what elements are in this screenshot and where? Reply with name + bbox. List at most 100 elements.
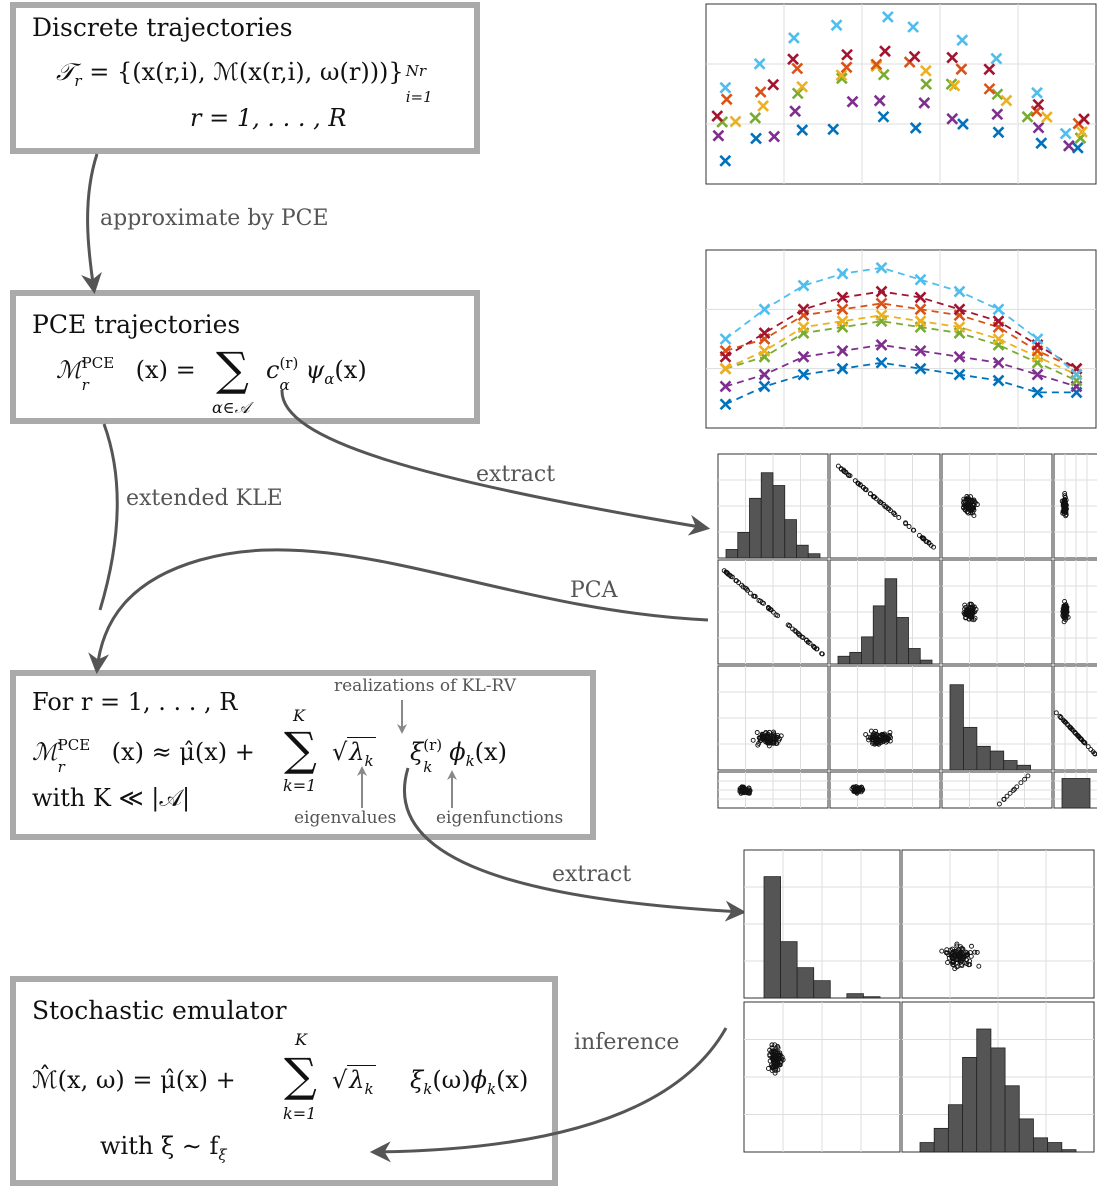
scatter-point — [779, 1054, 785, 1060]
data-point — [1070, 368, 1083, 381]
scatter-point — [996, 801, 1002, 807]
scatter-point — [965, 951, 971, 957]
data-point — [767, 78, 780, 91]
point-stroke — [753, 57, 766, 70]
kle-sum-upper: K — [293, 706, 305, 725]
series-line — [725, 290, 1077, 370]
point-stroke — [768, 130, 781, 143]
scatter-point — [886, 506, 892, 512]
scatter-point — [769, 1042, 775, 1048]
point-stroke — [754, 86, 767, 98]
data-point — [1000, 94, 1013, 107]
histogram-bar — [760, 472, 774, 559]
series-line — [725, 344, 1077, 388]
scatter-point — [1063, 617, 1068, 623]
scatter-point — [851, 787, 857, 792]
emulator-box — [10, 976, 558, 1186]
point-stroke — [983, 63, 996, 76]
point-stroke — [1071, 141, 1084, 154]
scatter-point — [952, 966, 958, 972]
point-stroke — [750, 132, 762, 145]
pce-coefficient-scatter-matrix — [717, 453, 1097, 809]
kle-box — [10, 670, 596, 840]
data-point — [791, 62, 804, 75]
scatter-point — [819, 651, 825, 657]
data-point — [920, 78, 933, 91]
scatter-point — [1069, 726, 1075, 732]
scatter-point — [814, 646, 820, 652]
point-stroke — [870, 58, 883, 71]
point-stroke — [749, 112, 762, 124]
kle-sum-lower: k=1 — [283, 776, 317, 795]
emulator-title: Stochastic emulator — [32, 996, 287, 1025]
point-stroke — [1031, 386, 1044, 399]
point-stroke — [1076, 126, 1088, 138]
scatter-point — [961, 502, 967, 508]
point-stroke — [1078, 113, 1090, 125]
histogram-bar — [849, 651, 862, 665]
data-point — [797, 321, 810, 334]
scatter-point — [1088, 747, 1094, 752]
point-stroke — [873, 94, 886, 107]
scatter-point — [767, 1052, 773, 1058]
kle-with-line: with K ≪ |𝒜| — [32, 784, 191, 812]
trajectory-set-symbol: 𝒯 — [56, 58, 75, 86]
data-point — [991, 88, 1004, 101]
point-stroke — [914, 344, 927, 357]
scatter-point — [856, 786, 862, 792]
kl-rv-scatter-matrix — [743, 849, 1095, 1153]
data-point — [907, 21, 920, 33]
scatter-point — [871, 493, 876, 499]
scatter-point — [968, 611, 974, 617]
chart-frame — [705, 3, 1097, 185]
scatter-point — [1061, 610, 1067, 616]
histogram-bar — [872, 605, 886, 665]
data-point — [919, 64, 932, 77]
point-stroke — [881, 10, 894, 23]
point-stroke — [992, 333, 1005, 345]
point-stroke — [758, 303, 771, 316]
series-line — [725, 314, 1077, 376]
discrete-trajectories-equation: 𝒯r = {(x(r,i), ℳ(x(r,i), ω(r)))} Nr i=1 — [56, 58, 433, 106]
scatter-point — [970, 605, 976, 611]
point-stroke — [914, 315, 927, 328]
scatter-point — [775, 1053, 781, 1059]
data-point — [835, 72, 848, 85]
point-stroke — [1059, 127, 1072, 140]
data-point — [719, 333, 732, 345]
scatter-point — [974, 949, 980, 955]
scatter-point — [767, 737, 773, 743]
scatter-point — [743, 585, 748, 591]
scatter-point — [776, 737, 782, 743]
data-point — [875, 297, 888, 310]
histogram-bar — [989, 750, 1005, 771]
scatter-point — [767, 1047, 773, 1053]
point-stroke — [716, 115, 729, 128]
arrow-label-extended-kle: extended KLE — [126, 486, 283, 511]
data-point — [758, 344, 771, 357]
data-point — [835, 69, 848, 82]
point-stroke — [914, 291, 927, 304]
point-stroke — [983, 82, 996, 95]
scatter-point — [966, 962, 972, 968]
point-stroke — [953, 303, 966, 316]
point-stroke — [836, 291, 849, 304]
point-stroke — [875, 309, 888, 322]
point-stroke — [797, 279, 810, 292]
data-point — [719, 350, 732, 363]
histogram-bar — [737, 532, 750, 559]
data-point — [729, 115, 742, 128]
point-stroke — [791, 62, 804, 75]
scatter-point — [943, 950, 949, 956]
point-stroke — [787, 53, 799, 66]
point-stroke — [758, 327, 771, 339]
data-point — [840, 61, 853, 74]
scatter-point — [945, 960, 951, 965]
scatter-point — [1004, 793, 1010, 799]
point-stroke — [757, 100, 770, 112]
point-stroke — [796, 124, 809, 137]
series-line — [724, 266, 1078, 376]
point-stroke — [875, 339, 888, 351]
data-point — [719, 398, 732, 411]
point-stroke — [836, 267, 849, 280]
